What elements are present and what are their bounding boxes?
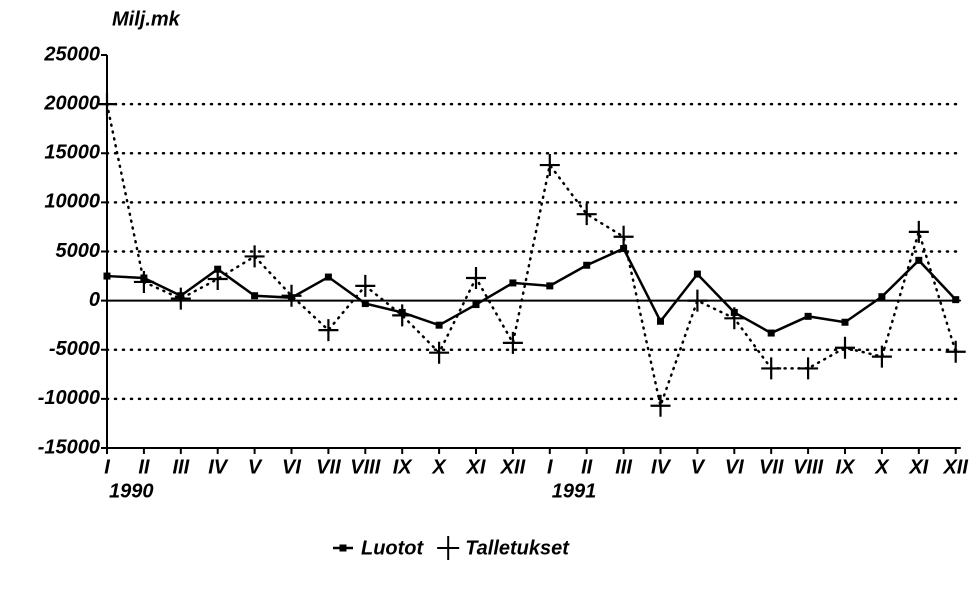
y-tick-label: 15000 (44, 142, 100, 164)
marker (804, 312, 812, 320)
marker (472, 301, 480, 309)
x-tick-label: VII (759, 456, 784, 478)
marker (761, 357, 782, 380)
y-tick-label: 5000 (56, 240, 101, 262)
marker (657, 317, 664, 325)
y-tick-label: 10000 (44, 191, 100, 213)
x-tick-label: VIII (350, 456, 380, 478)
x-tick-label: V (691, 456, 706, 478)
x-tick-label: IV (651, 456, 672, 478)
marker (724, 307, 745, 330)
marker (583, 261, 591, 269)
legend-marker (339, 544, 347, 552)
marker (620, 245, 628, 253)
x-tick-label: XI (908, 456, 928, 478)
x-tick-label: VII (316, 456, 341, 478)
y-tick-label: -15000 (38, 436, 100, 458)
marker (324, 273, 332, 281)
x-tick-label: X (874, 456, 890, 478)
legend-label: Talletukset (465, 537, 570, 559)
marker (355, 274, 376, 297)
y-axis-label: Milj.mk (112, 8, 181, 30)
marker (952, 296, 960, 304)
marker (170, 287, 191, 310)
x-tick-label: XI (466, 456, 486, 478)
marker (103, 272, 111, 280)
x-tick-label: VIII (793, 456, 823, 478)
y-tick-label: 20000 (43, 92, 100, 114)
marker (318, 319, 339, 342)
x-tick-label: VI (725, 456, 744, 478)
marker (435, 321, 443, 329)
marker (693, 270, 701, 278)
marker (429, 341, 450, 364)
x-tick-label: VI (282, 456, 301, 478)
marker (546, 282, 554, 290)
year-label: 1991 (552, 480, 597, 502)
legend-label: Luotot (361, 537, 425, 559)
marker (871, 345, 892, 368)
x-tick-label: IV (208, 456, 229, 478)
y-tick-label: 0 (89, 289, 100, 311)
marker (502, 331, 523, 354)
marker (97, 93, 117, 116)
marker (835, 336, 855, 359)
marker (576, 203, 597, 226)
x-tick-label: XII (942, 456, 968, 478)
marker (841, 318, 849, 326)
series-line (105, 246, 957, 335)
x-tick-label: XII (500, 456, 526, 478)
x-tick-label: IX (393, 456, 414, 478)
marker (392, 304, 413, 327)
marker (915, 256, 923, 264)
marker (650, 394, 671, 417)
marker (361, 300, 369, 308)
marker (687, 289, 708, 312)
x-tick-label: X (431, 456, 447, 478)
marker (539, 154, 560, 177)
marker (251, 292, 259, 300)
marker (945, 340, 966, 363)
marker (613, 225, 634, 248)
marker (878, 293, 886, 301)
marker (244, 245, 265, 268)
marker (281, 284, 302, 307)
x-tick-label: IX (836, 456, 857, 478)
x-tick-label: II (138, 456, 150, 478)
x-tick-label: I (547, 456, 553, 478)
x-tick-label: V (248, 456, 263, 478)
marker (798, 357, 819, 380)
marker (466, 267, 486, 290)
marker (509, 279, 517, 287)
marker (767, 329, 775, 337)
y-tick-label: -10000 (38, 387, 100, 409)
y-tick-label: -5000 (49, 338, 100, 360)
series-line (105, 102, 957, 411)
marker (207, 268, 228, 291)
x-tick-label: II (581, 456, 593, 478)
marker (133, 270, 154, 293)
x-tick-label: I (104, 456, 110, 478)
y-tick-label: 25000 (43, 43, 100, 65)
marker (908, 220, 929, 243)
year-label: 1990 (109, 480, 154, 502)
x-tick-label: III (615, 456, 632, 478)
legend-marker (437, 536, 460, 560)
x-tick-label: III (172, 456, 189, 478)
